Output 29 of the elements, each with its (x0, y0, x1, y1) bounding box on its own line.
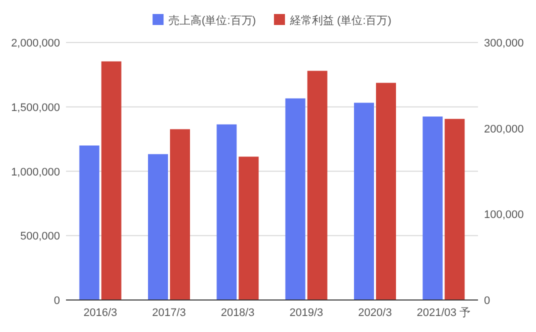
bar (101, 61, 122, 300)
legend-label: 売上高(単位:百万) (168, 14, 256, 27)
bar (238, 156, 259, 300)
bar (307, 70, 328, 300)
x-tick-label: 2016/3 (84, 307, 118, 319)
y-tick-label: 2,000,000 (11, 38, 60, 50)
y-tick-label: 1,000,000 (11, 166, 60, 178)
bar (79, 146, 100, 300)
y2-tick-label: 200,000 (484, 123, 524, 136)
bar (148, 154, 168, 300)
legend-label: 経常利益 (単位:百万) (288, 14, 392, 27)
x-tick-label: 2018/3 (220, 307, 254, 319)
bar (170, 129, 190, 300)
bar (285, 98, 306, 300)
y2-tick-label: 300,000 (484, 38, 524, 50)
x-tick-label: 2019/3 (290, 307, 324, 319)
bar (444, 118, 465, 300)
bar (216, 124, 237, 300)
y2-tick-label: 100,000 (484, 209, 524, 222)
x-tick-label: 2017/3 (152, 307, 186, 319)
y2-tick-label: 0 (484, 295, 490, 307)
bar (354, 102, 374, 300)
y-tick-label: 500,000 (20, 230, 60, 243)
x-tick-label: 2021/03 予 (416, 307, 471, 319)
y-tick-label: 0 (54, 295, 60, 307)
bar (422, 116, 443, 300)
x-tick-label: 2020/3 (358, 307, 392, 319)
y-tick-label: 1,500,000 (11, 102, 60, 114)
bar (376, 82, 396, 300)
